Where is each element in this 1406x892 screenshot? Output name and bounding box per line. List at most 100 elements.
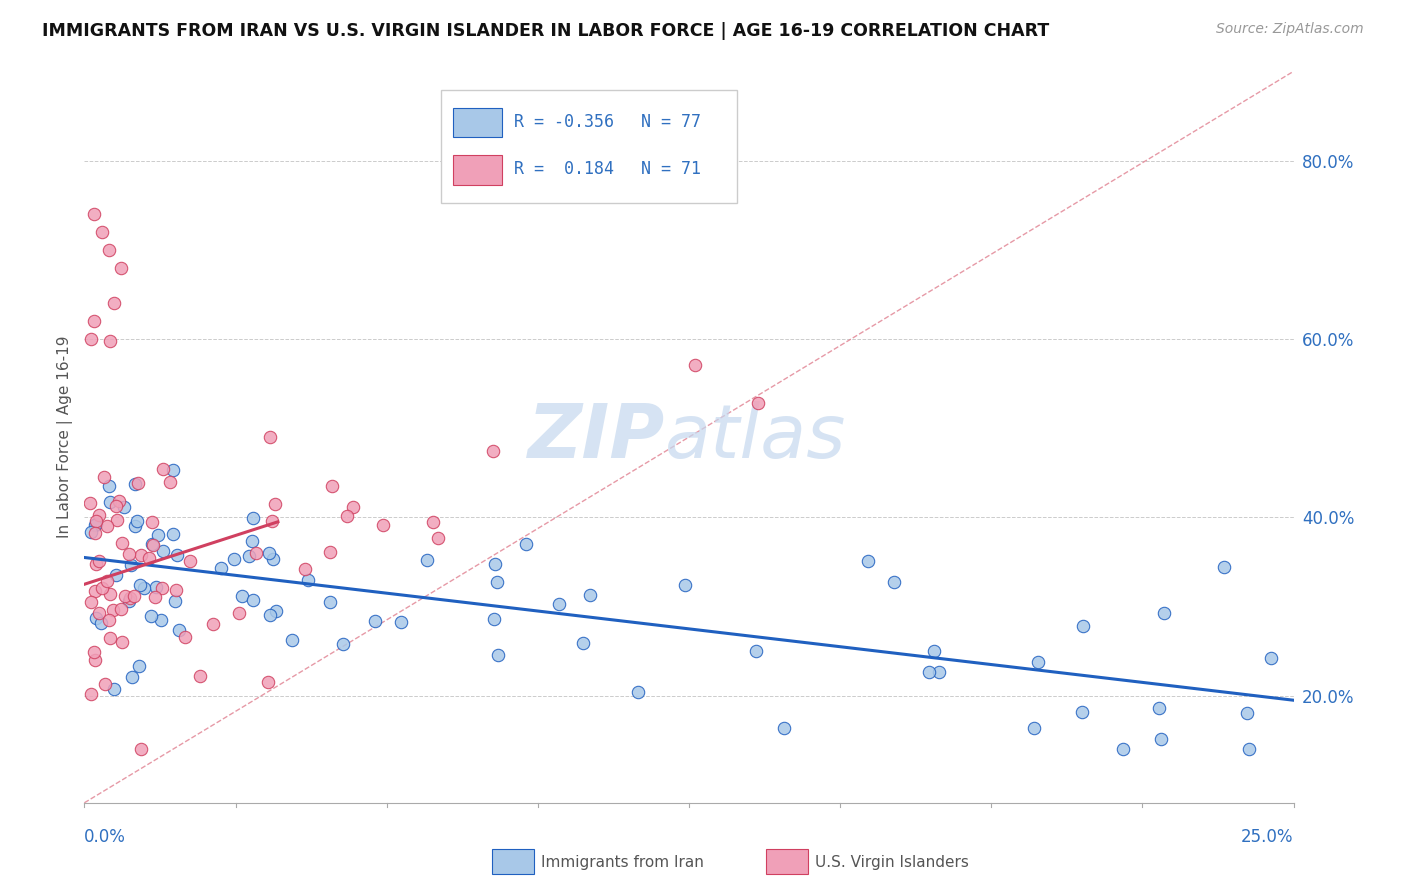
Point	[1024, 721, 1046, 735]
Point	[93, 677, 115, 691]
Point	[389, 615, 412, 629]
Point	[142, 538, 165, 552]
Point	[105, 513, 128, 527]
Point	[89, 508, 111, 522]
Point	[84, 516, 107, 531]
Point	[242, 511, 264, 525]
Point	[209, 560, 232, 574]
Text: 25.0%: 25.0%	[1241, 828, 1294, 846]
Point	[256, 675, 278, 690]
Point	[745, 644, 768, 658]
Point	[260, 515, 283, 529]
Point	[319, 544, 342, 558]
Point	[118, 594, 141, 608]
Point	[922, 644, 945, 658]
Point	[179, 554, 201, 568]
Point	[107, 493, 129, 508]
Point	[294, 562, 316, 576]
Text: IMMIGRANTS FROM IRAN VS U.S. VIRGIN ISLANDER IN LABOR FORCE | AGE 16-19 CORRELAT: IMMIGRANTS FROM IRAN VS U.S. VIRGIN ISLA…	[42, 22, 1049, 40]
Point	[159, 475, 181, 490]
Point	[90, 225, 112, 239]
Point	[342, 500, 364, 514]
Point	[129, 548, 152, 562]
Point	[547, 597, 569, 611]
Point	[238, 549, 260, 563]
Point	[90, 616, 112, 631]
Point	[152, 462, 174, 476]
Point	[98, 613, 121, 627]
Point	[484, 612, 506, 626]
Point	[174, 630, 197, 644]
Point	[856, 553, 879, 567]
Bar	[453, 108, 502, 137]
Point	[124, 477, 146, 491]
Point	[111, 635, 134, 649]
Point	[124, 519, 146, 533]
Point	[84, 584, 107, 599]
Point	[118, 547, 141, 561]
Point	[1150, 732, 1173, 747]
Point	[228, 607, 250, 621]
Point	[883, 575, 905, 590]
Point	[80, 595, 103, 609]
Point	[242, 593, 264, 607]
Point	[297, 573, 319, 587]
Point	[83, 207, 105, 221]
Point	[149, 613, 172, 627]
Point	[110, 260, 132, 275]
Point	[264, 497, 287, 511]
Point	[90, 582, 112, 596]
Point	[1237, 742, 1260, 756]
Text: Source: ZipAtlas.com: Source: ZipAtlas.com	[1216, 22, 1364, 37]
Point	[143, 591, 166, 605]
Text: Immigrants from Iran: Immigrants from Iran	[541, 855, 704, 870]
Point	[84, 653, 107, 667]
Point	[1147, 700, 1170, 714]
Point	[201, 617, 224, 632]
Point	[321, 479, 343, 493]
Point	[685, 358, 707, 372]
Point	[1112, 741, 1135, 756]
Point	[259, 608, 281, 623]
Point	[918, 665, 941, 680]
Point	[747, 396, 769, 410]
Point	[120, 591, 142, 606]
Point	[80, 332, 103, 346]
Point	[773, 721, 796, 735]
Point	[120, 558, 142, 572]
Point	[231, 589, 253, 603]
Point	[162, 463, 184, 477]
Point	[80, 687, 103, 701]
Point	[127, 514, 149, 528]
Point	[145, 580, 167, 594]
Point	[98, 631, 121, 645]
Point	[98, 334, 121, 348]
Point	[134, 581, 156, 595]
Point	[626, 684, 648, 698]
Point	[319, 595, 342, 609]
Point	[138, 551, 160, 566]
Point	[141, 515, 163, 529]
Point	[128, 659, 150, 673]
Point	[98, 243, 121, 257]
Point	[1212, 560, 1234, 574]
Point	[98, 587, 121, 601]
Point	[146, 528, 169, 542]
Point	[422, 516, 444, 530]
Point	[515, 536, 537, 550]
Point	[83, 314, 105, 328]
Point	[80, 524, 103, 539]
Text: R = -0.356: R = -0.356	[513, 112, 613, 131]
Point	[332, 637, 354, 651]
Point	[245, 546, 267, 560]
Point	[1236, 706, 1258, 720]
Point	[578, 588, 600, 602]
Point	[122, 589, 145, 603]
Y-axis label: In Labor Force | Age 16-19: In Labor Force | Age 16-19	[58, 335, 73, 539]
Point	[84, 525, 107, 540]
Point	[110, 602, 132, 616]
Text: R =  0.184: R = 0.184	[513, 161, 613, 178]
Point	[336, 508, 359, 523]
Point	[162, 526, 184, 541]
Point	[673, 578, 696, 592]
